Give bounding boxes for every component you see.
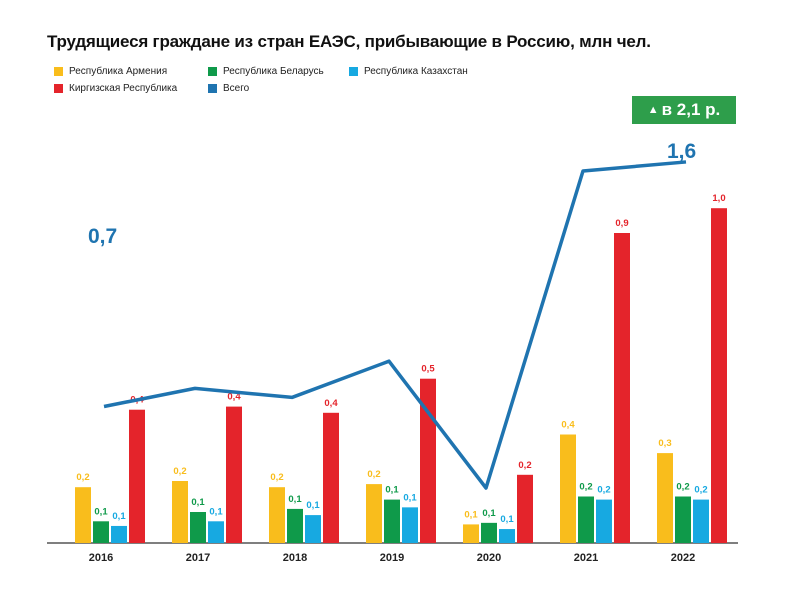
bar-value-label: 0,1 (403, 492, 417, 503)
legend-label: Республика Беларусь (223, 66, 324, 77)
bar (323, 412, 339, 543)
bar (129, 409, 145, 543)
bar (481, 522, 497, 543)
bar (287, 508, 303, 543)
bar-value-label: 0,1 (94, 506, 108, 517)
line-value-label: 0,7 (88, 225, 117, 248)
bar-value-label: 0,1 (191, 497, 205, 508)
x-tick-label: 2018 (283, 552, 307, 564)
bar (675, 496, 691, 543)
bar-value-label: 0,1 (482, 508, 496, 519)
growth-badge-text: в 2,1 р. (661, 100, 721, 119)
x-tick-label: 2020 (477, 552, 501, 564)
bar-value-label: 0,5 (421, 364, 435, 375)
bar (693, 499, 709, 543)
bar-value-label: 0,2 (518, 460, 531, 471)
x-tick-label: 2017 (186, 552, 210, 564)
bar (711, 208, 727, 543)
bar-value-label: 0,1 (288, 494, 302, 505)
bar-value-label: 1,0 (712, 193, 725, 204)
bar-value-label: 0,2 (597, 485, 610, 496)
bar (499, 529, 515, 543)
bar-value-label: 0,4 (324, 398, 338, 409)
bar-value-label: 0,1 (464, 509, 478, 520)
legend-item-kyrgyz: Киргизская Республика (54, 83, 177, 94)
bar-value-label: 0,1 (112, 511, 126, 522)
bar (614, 233, 630, 543)
bar-value-label: 0,1 (306, 500, 320, 511)
bar-value-label: 0,2 (367, 469, 380, 480)
bar-value-label: 0,2 (579, 482, 592, 493)
bar (111, 525, 127, 543)
x-tick-label: 2016 (89, 552, 113, 564)
legend-label: Республика Армения (69, 66, 168, 77)
bar (75, 487, 91, 543)
bar (366, 484, 382, 543)
legend-item-armenia: Республика Армения (54, 66, 167, 77)
bar (208, 521, 224, 543)
legend-item-belarus: Республика Беларусь (208, 66, 324, 77)
bar-value-label: 0,1 (385, 485, 399, 496)
bar (384, 499, 400, 543)
chart-title: Трудящиеся граждане из стран ЕАЭС, прибы… (47, 32, 651, 51)
up-arrow-icon: ▲ (647, 104, 659, 116)
bar (226, 406, 242, 543)
bar-value-label: 0,4 (227, 392, 241, 403)
legend-swatch (54, 67, 63, 76)
growth-badge: ▲ в 2,1 р. (632, 96, 736, 124)
legend-label: Всего (223, 83, 250, 94)
legend-item-total: Всего (208, 83, 249, 94)
bar (578, 496, 594, 543)
bar-value-label: 0,2 (76, 472, 89, 483)
bar-value-label: 0,2 (676, 482, 689, 493)
bar (596, 499, 612, 543)
bar (172, 481, 188, 543)
bar-value-label: 0,2 (270, 472, 283, 483)
x-tick-label: 2022 (671, 552, 695, 564)
bar-value-label: 0,2 (173, 466, 186, 477)
bar-value-label: 0,1 (209, 506, 223, 517)
bar (269, 487, 285, 543)
legend-label: Республика Казахстан (364, 66, 468, 77)
legend-item-kazakhstan: Республика Казахстан (349, 66, 468, 77)
legend-swatch (208, 67, 217, 76)
bar (560, 434, 576, 543)
bar (517, 474, 533, 543)
bar (305, 515, 321, 543)
bar-value-label: 0,1 (500, 514, 514, 525)
legend-swatch (349, 67, 358, 76)
legend-swatch (208, 84, 217, 93)
bar (463, 524, 479, 543)
bar (402, 507, 418, 543)
bar (93, 521, 109, 543)
bar-value-label: 0,4 (561, 420, 575, 431)
x-tick-label: 2019 (380, 552, 404, 564)
series-line-total (103, 160, 687, 490)
bar (190, 512, 206, 543)
bar-value-label: 0,3 (658, 438, 671, 449)
legend-label: Киргизская Республика (69, 83, 178, 94)
x-tick-label: 2021 (574, 552, 598, 564)
bar-value-label: 0,2 (694, 485, 707, 496)
line-value-label: 1,6 (667, 140, 696, 163)
legend-swatch (54, 84, 63, 93)
bar (657, 453, 673, 543)
bar-value-label: 0,9 (615, 218, 628, 229)
